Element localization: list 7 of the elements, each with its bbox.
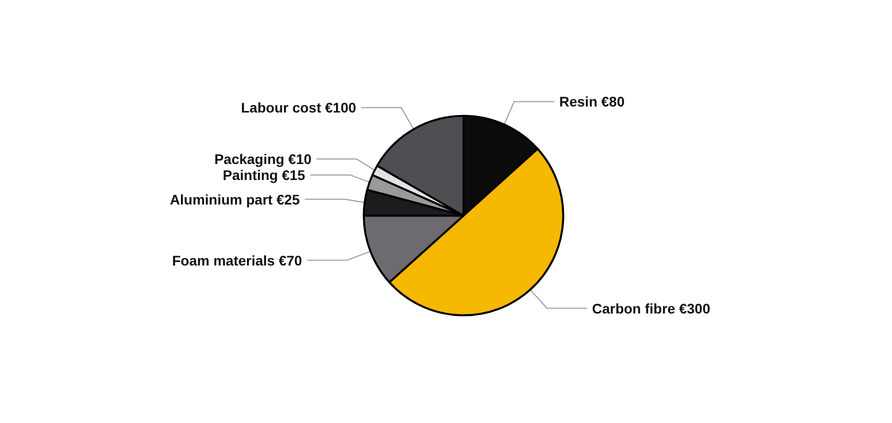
slice-label: Aluminium part €25	[170, 191, 300, 208]
slice-label: Packaging €10	[214, 150, 312, 167]
slice-label: Labour cost €100	[241, 100, 356, 116]
slice-label: Resin €80	[559, 94, 625, 110]
slice-label: Painting €15	[222, 166, 306, 183]
slice-label: Foam materials €70	[172, 252, 302, 268]
slice-label: Carbon fibre €300	[592, 300, 710, 316]
